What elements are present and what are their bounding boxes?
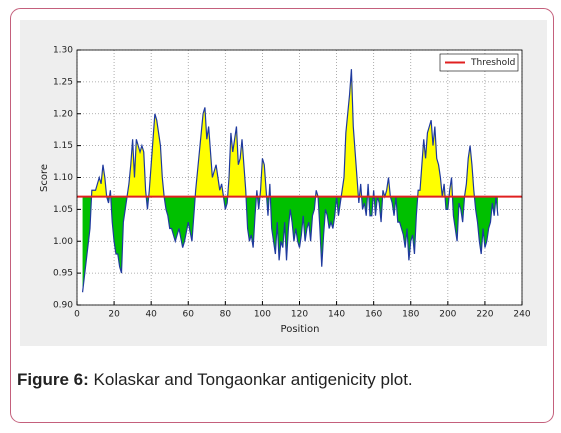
y-tick-label: 1.30 bbox=[53, 46, 73, 56]
y-axis-label: Score bbox=[39, 164, 50, 192]
y-tick-label: 1.10 bbox=[53, 173, 73, 183]
y-tick-label: 0.90 bbox=[53, 301, 73, 311]
x-tick-label: 80 bbox=[220, 310, 232, 320]
area-below bbox=[82, 196, 498, 293]
x-tick-label: 180 bbox=[402, 310, 419, 320]
y-tick-label: 1.05 bbox=[53, 205, 73, 215]
x-tick-label: 120 bbox=[291, 310, 308, 320]
x-tick-label: 40 bbox=[145, 310, 157, 320]
x-tick-label: 100 bbox=[254, 310, 271, 320]
plot-frame bbox=[76, 49, 523, 306]
x-tick-label: 160 bbox=[365, 310, 382, 320]
y-tick-label: 1.15 bbox=[53, 141, 73, 151]
x-tick-label: 200 bbox=[439, 310, 456, 320]
caption: Figure 6: Kolaskar and Tongaonkar antige… bbox=[17, 370, 413, 389]
y-tick-label: 1.20 bbox=[53, 109, 73, 119]
caption-label: Figure 6: bbox=[17, 370, 89, 389]
legend-box bbox=[439, 53, 519, 72]
legend-label: Threshold bbox=[470, 58, 515, 68]
y-tick-label: 1.00 bbox=[53, 237, 73, 247]
caption-text: Kolaskar and Tongaonkar antigenicity plo… bbox=[94, 370, 413, 389]
line bbox=[81, 69, 499, 293]
x-tick-label: 60 bbox=[183, 310, 195, 320]
x-tick-label: 240 bbox=[513, 310, 530, 320]
y-tick-label: 0.95 bbox=[53, 269, 73, 279]
x-axis-label: Position bbox=[281, 324, 320, 335]
x-tick-label: 0 bbox=[74, 310, 80, 320]
y-tick-label: 1.25 bbox=[53, 77, 73, 87]
x-tick-label: 220 bbox=[476, 310, 493, 320]
x-tick-label: 20 bbox=[108, 310, 120, 320]
x-tick-label: 140 bbox=[328, 310, 345, 320]
